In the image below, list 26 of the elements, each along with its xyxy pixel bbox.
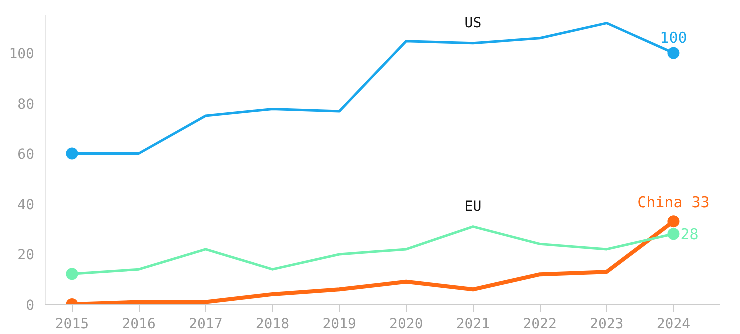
point bbox=[668, 216, 680, 228]
x-tick-label: 2018 bbox=[256, 316, 290, 332]
x-tick-label: 2022 bbox=[523, 316, 557, 332]
point bbox=[66, 268, 78, 280]
x-tick-label: 2015 bbox=[55, 316, 90, 332]
data-label: 28 bbox=[680, 226, 699, 244]
series-label: US bbox=[464, 15, 482, 32]
series-label: EU bbox=[464, 198, 482, 215]
y-tick-label: 0 bbox=[26, 298, 35, 314]
y-tick-label: 40 bbox=[18, 197, 34, 214]
point bbox=[66, 148, 78, 160]
y-tick-label: 100 bbox=[9, 46, 35, 63]
x-tick-label: 2017 bbox=[189, 316, 223, 332]
data-label: China 33 bbox=[638, 194, 710, 212]
x-tick-label: 2023 bbox=[590, 316, 624, 332]
point bbox=[668, 47, 680, 60]
x-tick-label: 2016 bbox=[122, 316, 156, 332]
x-tick-label: 2020 bbox=[390, 316, 424, 332]
x-tick-label: 2024 bbox=[656, 316, 691, 332]
point bbox=[668, 228, 680, 240]
data-label: 100 bbox=[660, 29, 688, 48]
y-tick-label: 60 bbox=[18, 147, 34, 164]
y-tick-label: 20 bbox=[18, 248, 34, 264]
y-tick-label: 80 bbox=[18, 96, 34, 113]
x-tick-label: 2019 bbox=[322, 316, 356, 332]
x-tick-label: 2021 bbox=[456, 316, 490, 332]
